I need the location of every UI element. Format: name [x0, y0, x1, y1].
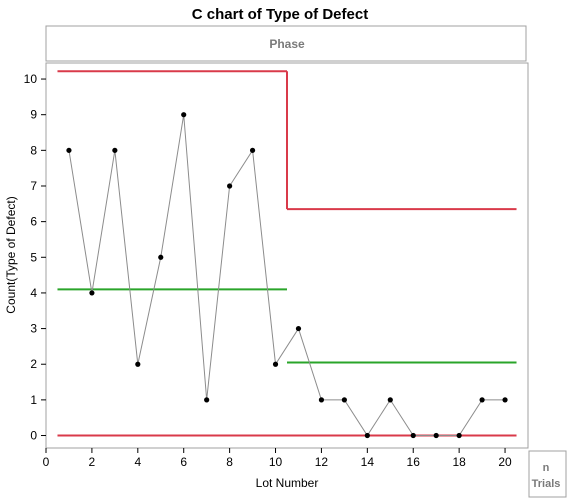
chart-title: C chart of Type of Defect — [192, 6, 368, 23]
y-tick-label: 8 — [30, 143, 37, 157]
x-tick-label: 6 — [180, 455, 187, 469]
x-tick-label: 0 — [43, 455, 50, 469]
x-tick-label: 18 — [452, 455, 466, 469]
y-tick-label: 3 — [30, 322, 37, 336]
x-tick-label: 14 — [361, 455, 375, 469]
x-tick-label: 10 — [269, 455, 283, 469]
y-tick-label: 0 — [30, 429, 37, 443]
y-tick-label: 2 — [30, 357, 37, 371]
y-tick-label: 1 — [30, 393, 37, 407]
data-point — [479, 397, 485, 403]
y-tick-label: 10 — [24, 72, 38, 86]
data-point — [227, 183, 233, 189]
x-tick-label: 4 — [134, 455, 141, 469]
y-tick-label: 7 — [30, 179, 37, 193]
data-point — [158, 254, 164, 260]
data-point — [66, 147, 72, 153]
data-point — [204, 397, 210, 403]
data-point — [456, 432, 462, 439]
data-point — [89, 290, 95, 296]
corner-label-n: n — [543, 462, 550, 474]
x-tick-label: 12 — [315, 455, 329, 469]
x-tick-label: 16 — [407, 455, 421, 469]
data-point — [502, 397, 508, 403]
y-tick-label: 9 — [30, 108, 37, 122]
data-point — [341, 397, 347, 403]
data-point — [295, 325, 302, 332]
x-tick-label: 8 — [226, 455, 233, 469]
data-point — [181, 112, 187, 118]
phase-header-label: Phase — [269, 37, 305, 51]
y-axis: 0 1 2 3 4 5 6 7 8 9 10 — [24, 72, 46, 443]
data-point — [249, 147, 256, 153]
y-tick-label: 6 — [30, 215, 37, 229]
y-tick-label: 4 — [30, 286, 37, 300]
data-point — [318, 397, 325, 403]
data-point — [272, 361, 279, 367]
y-tick-label: 5 — [30, 250, 37, 264]
data-point — [387, 397, 393, 403]
x-tick-label: 20 — [498, 455, 512, 469]
data-point — [410, 432, 416, 439]
x-tick-label: 2 — [89, 455, 96, 469]
x-axis-label: Lot Number — [256, 476, 319, 490]
data-series — [66, 112, 508, 439]
data-point — [364, 432, 370, 439]
data-point — [135, 361, 141, 367]
series-line — [68, 114, 506, 437]
corner-label-trials: Trials — [532, 478, 561, 490]
trials-corner-box — [528, 450, 567, 498]
y-axis-label: Count(Type of Defect) — [4, 196, 18, 313]
data-point — [112, 147, 118, 153]
data-point — [433, 432, 439, 439]
phase-header-box — [45, 25, 527, 62]
x-axis: 0 2 4 6 8 10 12 14 16 18 20 — [43, 448, 512, 469]
